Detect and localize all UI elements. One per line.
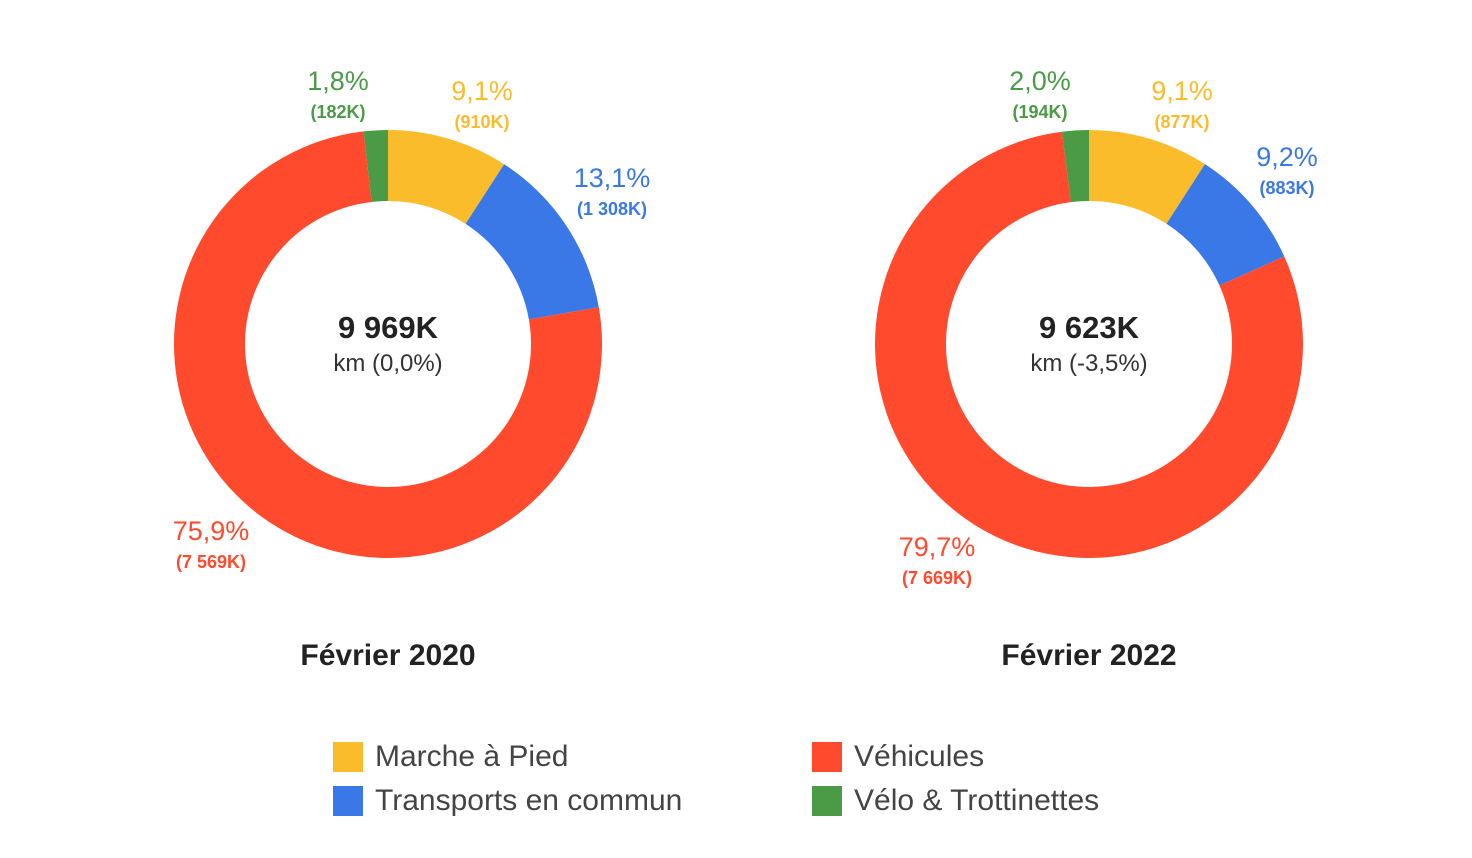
slice-percent-label-bike: 2,0% — [1009, 66, 1071, 96]
slice-percent-label-transit: 13,1% — [574, 163, 651, 193]
donut-slices — [173, 130, 603, 559]
donut-slice-labels: 9,1% (877K) 9,2% (883K) 79,7% (7 669K) 2,0% (19… — [899, 66, 1318, 588]
slice-percent-label-walking: 9,1% — [451, 76, 513, 106]
slice-percent-label-walking: 9,1% — [1151, 76, 1213, 106]
donut-slice-bike[interactable] — [363, 130, 388, 202]
slice-value-label-transit: (1 308K) — [577, 199, 647, 219]
legend-swatch-transit — [333, 786, 363, 816]
donut-slices — [874, 130, 1303, 559]
slice-value-label-transit: (883K) — [1259, 178, 1314, 198]
slice-value-label-vehicles: (7 669K) — [902, 568, 972, 588]
legend-label: Marche à Pied — [375, 740, 569, 773]
donut-slice-walking[interactable] — [388, 130, 505, 224]
donut-chart-fevrier-2022: 9,1% (877K) 9,2% (883K) 79,7% (7 669K) 2,0% (19… — [874, 66, 1318, 672]
donut-slice-vehicles[interactable] — [874, 131, 1303, 559]
legend-swatch-vehicles — [812, 742, 842, 772]
donut-slice-transit[interactable] — [1166, 164, 1285, 286]
slice-value-label-walking: (877K) — [1154, 112, 1209, 132]
center-total-label: km (0,0%) — [333, 350, 442, 377]
chart-title: Février 2020 — [300, 639, 475, 672]
donut-slice-bike[interactable] — [1061, 130, 1089, 203]
slice-value-label-walking: (910K) — [454, 112, 509, 132]
donut-chart-fevrier-2020: 9,1% (910K) 13,1% (1 308K) 75,9% (7 569K) 1,8%… — [173, 66, 651, 672]
donut-slice-vehicles[interactable] — [173, 131, 603, 559]
slice-percent-label-vehicles: 79,7% — [899, 532, 976, 562]
slice-value-label-bike: (182K) — [310, 102, 365, 122]
legend-swatch-walking — [333, 742, 363, 772]
legend-label: Transports en commun — [375, 784, 683, 817]
legend-label: Véhicules — [854, 740, 985, 773]
chart-title: Février 2022 — [1001, 639, 1176, 672]
legend-item-bike[interactable]: Vélo & Trottinettes — [812, 784, 1099, 818]
center-total-label: km (-3,5%) — [1030, 350, 1147, 377]
legend-label: Vélo & Trottinettes — [854, 784, 1100, 817]
center-total-value: 9 623K — [1039, 310, 1140, 345]
legend-item-walking[interactable]: Marche à Pied — [333, 740, 568, 774]
slice-percent-label-transit: 9,2% — [1256, 142, 1318, 172]
legend-item-vehicles[interactable]: Véhicules — [812, 740, 984, 774]
center-total-value: 9 969K — [338, 310, 439, 345]
slice-percent-label-bike: 1,8% — [307, 66, 369, 96]
donut-slice-labels: 9,1% (910K) 13,1% (1 308K) 75,9% (7 569K) 1,8%… — [173, 66, 651, 572]
donut-slice-walking[interactable] — [1089, 130, 1205, 224]
legend-item-transit[interactable]: Transports en commun — [333, 784, 682, 818]
slice-value-label-vehicles: (7 569K) — [176, 552, 246, 572]
donut-slice-transit[interactable] — [465, 164, 599, 320]
legend-swatch-bike — [812, 786, 842, 816]
slice-percent-label-vehicles: 75,9% — [173, 516, 250, 546]
legend: Marche à Pied Véhicules Transports en co… — [333, 740, 1153, 830]
slice-value-label-bike: (194K) — [1012, 102, 1067, 122]
